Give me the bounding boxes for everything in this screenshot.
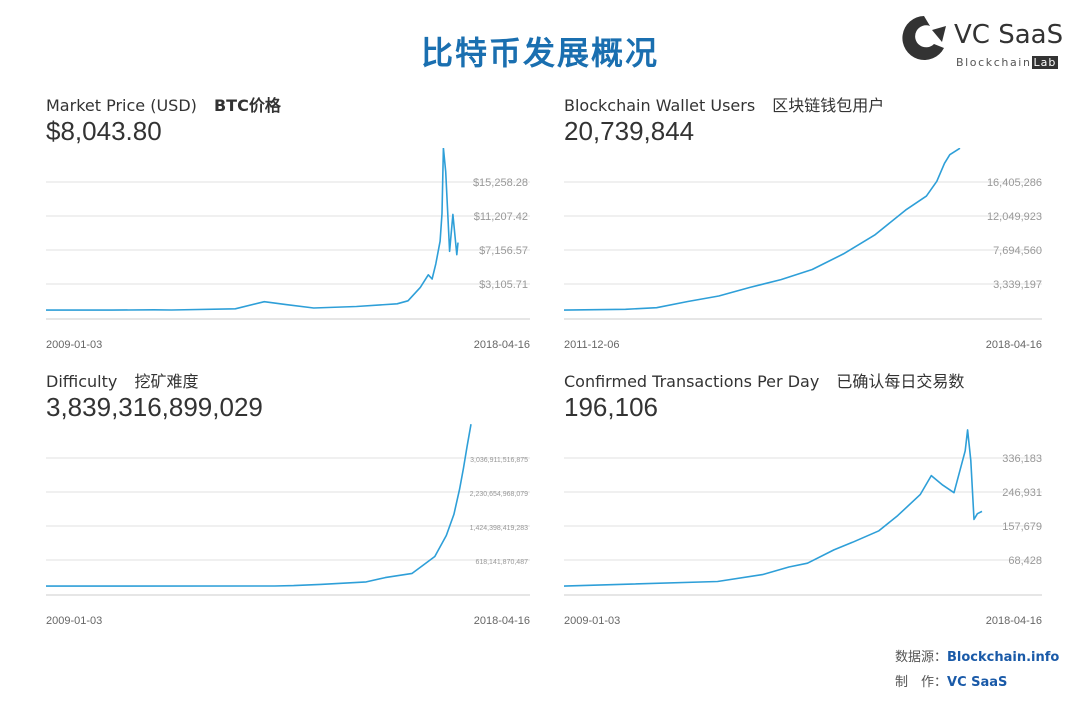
panel-value: 20,739,844 bbox=[564, 116, 695, 146]
logo-sub-b: Lab bbox=[1031, 56, 1059, 69]
market-price-chart: $3,105.71 $7,156.57 $11,207.42 $15,258.28 20… bbox=[46, 148, 530, 351]
logo-name: VC SaaS bbox=[954, 20, 1064, 50]
wallet-users-panel: Blockchain Wallet Users 区块链钱包用户 20,739,8… bbox=[564, 92, 1054, 362]
logo-sub-a: Blockchain bbox=[956, 56, 1032, 69]
x-tick-label-end: 2018-04-16 bbox=[474, 339, 530, 351]
logo-mark-icon bbox=[902, 16, 946, 60]
panel-label: Market Price (USD) BTC价格 bbox=[46, 92, 281, 116]
y-tick-label: 1,424,398,419,283 bbox=[470, 525, 528, 532]
panel-value: $8,043.80 bbox=[46, 116, 162, 146]
panel-label-en: Market Price (USD) bbox=[46, 96, 197, 115]
transactions-panel: Confirmed Transactions Per Day 已确认每日交易数 … bbox=[564, 368, 1054, 638]
panel-label: Confirmed Transactions Per Day 已确认每日交易数 bbox=[564, 368, 964, 392]
y-tick-label: 16,405,286 bbox=[987, 177, 1042, 189]
y-tick-label: $15,258.28 bbox=[473, 177, 528, 189]
panel-value: 3,839,316,899,029 bbox=[46, 392, 263, 422]
source-link[interactable]: Blockchain.info bbox=[947, 650, 1060, 665]
panel-label-cn: 挖矿难度 bbox=[134, 372, 199, 391]
y-tick-label: 3,036,911,516,875 bbox=[470, 457, 528, 464]
vc-saas-logo: VC SaaS Blockchain Lab bbox=[898, 12, 1068, 74]
y-tick-label: $7,156.57 bbox=[479, 245, 528, 257]
x-tick-label-end: 2018-04-16 bbox=[474, 615, 530, 627]
panel-label-en: Confirmed Transactions Per Day bbox=[564, 372, 820, 391]
panel-label-en: Blockchain Wallet Users bbox=[564, 96, 756, 115]
y-tick-label: 618,141,870,487 bbox=[475, 559, 528, 566]
maker-label: 制 作： bbox=[895, 675, 948, 690]
panel-label-en: Difficulty bbox=[46, 372, 118, 391]
source-label: 数据源： bbox=[895, 650, 948, 665]
series-line bbox=[46, 148, 459, 311]
difficulty-chart: 618,141,870,487 1,424,398,419,283 2,230,65… bbox=[46, 424, 530, 627]
data-source: 数据源：Blockchain.info bbox=[895, 646, 1059, 665]
maker-value: VC SaaS bbox=[947, 675, 1008, 690]
y-tick-label: 68,428 bbox=[1008, 555, 1042, 567]
panel-label-cn: BTC价格 bbox=[213, 96, 281, 115]
wallet-users-chart: 3,339,197 7,694,560 12,049,923 16,405,286 20… bbox=[564, 148, 1042, 351]
y-tick-label: 12,049,923 bbox=[987, 211, 1042, 223]
y-tick-label: 336,183 bbox=[1002, 453, 1042, 465]
x-tick-label-start: 2009-01-03 bbox=[46, 339, 102, 351]
panel-label: Difficulty 挖矿难度 bbox=[46, 368, 198, 392]
x-tick-label-end: 2018-04-16 bbox=[986, 615, 1042, 627]
x-tick-label-start: 2009-01-03 bbox=[564, 615, 620, 627]
y-tick-label: 2,230,654,968,079 bbox=[470, 491, 528, 498]
x-tick-label-start: 2009-01-03 bbox=[46, 615, 102, 627]
panel-value: 196,106 bbox=[564, 392, 658, 422]
y-tick-label: 3,339,197 bbox=[993, 279, 1042, 291]
logo-subtitle: Blockchain Lab bbox=[956, 56, 1059, 69]
panel-label: Blockchain Wallet Users 区块链钱包用户 bbox=[564, 92, 884, 116]
x-tick-label-start: 2011-12-06 bbox=[564, 339, 619, 351]
maker-credit: 制 作：VC SaaS bbox=[895, 671, 1007, 690]
page-title: 比特币发展概况 bbox=[420, 34, 659, 72]
transactions-chart: 68,428 157,679 246,931 336,183 2009-01-03 201… bbox=[564, 429, 1042, 627]
difficulty-panel: Difficulty 挖矿难度 3,839,316,899,029 618,14… bbox=[46, 368, 536, 638]
y-tick-label: 157,679 bbox=[1002, 521, 1042, 533]
series-line bbox=[564, 148, 961, 311]
y-tick-label: $11,207.42 bbox=[474, 211, 528, 223]
series-line bbox=[46, 424, 472, 587]
market-price-panel: Market Price (USD) BTC价格 $8,043.80 $3,10… bbox=[46, 92, 536, 362]
series-line bbox=[564, 429, 983, 587]
x-tick-label-end: 2018-04-16 bbox=[986, 339, 1042, 351]
panel-label-cn: 已确认每日交易数 bbox=[836, 372, 965, 391]
y-tick-label: 7,694,560 bbox=[993, 245, 1042, 257]
y-tick-label: $3,105.71 bbox=[479, 279, 528, 291]
y-tick-label: 246,931 bbox=[1002, 487, 1042, 499]
panel-label-cn: 区块链钱包用户 bbox=[772, 96, 885, 115]
